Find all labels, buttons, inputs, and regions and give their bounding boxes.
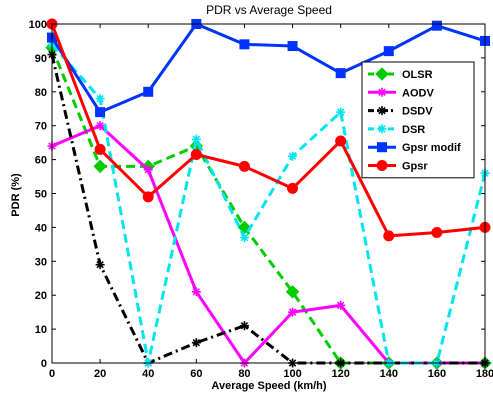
y-tick-label: 40 xyxy=(35,222,47,234)
legend-label: Gpsr modif xyxy=(402,142,461,154)
plot-frame xyxy=(51,23,486,364)
data-point xyxy=(431,20,442,31)
y-tick-label: 50 xyxy=(35,189,47,201)
x-tick-label: 80 xyxy=(238,368,250,380)
data-point xyxy=(335,135,347,147)
x-tick-label: 60 xyxy=(190,368,202,380)
data-point xyxy=(239,321,249,331)
x-tick-label: 140 xyxy=(380,368,398,380)
legend-label: OLSR xyxy=(402,69,433,81)
data-point xyxy=(239,233,249,243)
series-line xyxy=(50,23,486,238)
legend-marker xyxy=(377,106,387,116)
data-point xyxy=(191,287,201,297)
legend-entry: DSR xyxy=(368,124,425,136)
legend-entry: DSDV xyxy=(368,106,433,118)
data-point xyxy=(287,182,299,194)
x-tick-label: 120 xyxy=(331,368,349,380)
data-point xyxy=(285,285,300,299)
x-tick-label: 100 xyxy=(283,368,301,380)
data-point xyxy=(383,230,395,242)
data-point xyxy=(238,160,250,172)
chart-title: PDR vs Average Speed xyxy=(206,3,332,17)
legend-entry: AODV xyxy=(368,87,434,99)
x-tick-label: 0 xyxy=(49,368,55,380)
x-tick-label: 180 xyxy=(476,368,493,380)
legend-entry: Gpsr modif xyxy=(368,142,461,154)
x-tick-label: 20 xyxy=(94,368,106,380)
data-point xyxy=(95,107,106,118)
legend-marker xyxy=(376,160,388,171)
data-point xyxy=(336,107,346,117)
legend: OLSR AODV DSDV DSR Gpsr modif Gpsr xyxy=(361,61,475,179)
data-point xyxy=(288,151,298,161)
data-point xyxy=(93,159,107,174)
legend-entry: Gpsr xyxy=(368,160,428,173)
legend-marker xyxy=(377,87,387,97)
data-point xyxy=(94,143,106,155)
legend-marker xyxy=(377,124,387,134)
y-tick-label: 20 xyxy=(35,290,47,302)
data-point xyxy=(335,68,346,79)
y-tick-label: 90 xyxy=(35,53,47,65)
data-point xyxy=(142,191,154,203)
data-point xyxy=(143,86,154,97)
x-axis-label: Average Speed (km/h) xyxy=(211,380,326,392)
legend-entry: OLSR xyxy=(368,67,433,81)
data-point xyxy=(383,46,394,57)
legend-box xyxy=(361,61,475,179)
data-point xyxy=(95,260,105,270)
data-point xyxy=(287,41,298,52)
data-point xyxy=(191,338,201,348)
data-point xyxy=(336,300,346,310)
y-tick-label: 100 xyxy=(29,19,47,31)
data-point xyxy=(431,226,443,238)
y-tick-label: 0 xyxy=(41,358,47,370)
legend-label: AODV xyxy=(402,87,434,99)
y-axis-label: PDR (%) xyxy=(10,173,22,217)
legend-marker xyxy=(375,67,389,81)
data-point xyxy=(143,165,153,175)
series-line xyxy=(50,22,486,114)
data-point xyxy=(190,149,202,161)
data-point xyxy=(95,94,105,104)
y-tick-label: 80 xyxy=(35,87,47,99)
x-tick-label: 40 xyxy=(142,368,154,380)
data-point xyxy=(288,307,298,317)
y-tick-label: 30 xyxy=(35,256,47,268)
legend-label: DSR xyxy=(402,124,425,136)
data-point xyxy=(95,121,105,131)
data-point xyxy=(239,39,250,50)
legend-marker xyxy=(377,142,387,153)
y-tick-label: 60 xyxy=(35,155,47,167)
x-tick-label: 160 xyxy=(428,368,446,380)
y-tick-label: 10 xyxy=(35,324,47,336)
data-point xyxy=(191,134,201,144)
legend-label: DSDV xyxy=(402,106,433,118)
legend-label: Gpsr xyxy=(402,161,428,173)
y-tick-label: 70 xyxy=(35,121,47,133)
